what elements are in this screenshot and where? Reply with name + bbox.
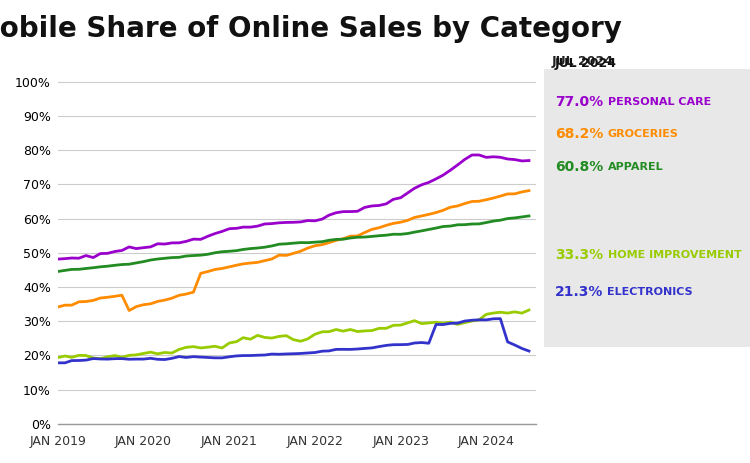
Text: 21.3%: 21.3% <box>555 285 603 299</box>
Title: Mobile Share of Online Sales by Category: Mobile Share of Online Sales by Category <box>0 15 622 43</box>
Text: HOME IMPROVEMENT: HOME IMPROVEMENT <box>608 250 741 260</box>
Text: 77.0%: 77.0% <box>555 95 603 109</box>
Text: GROCERIES: GROCERIES <box>608 129 678 139</box>
Text: 68.2%: 68.2% <box>555 127 603 141</box>
Text: 60.8%: 60.8% <box>555 160 603 174</box>
Text: JUL 2024: JUL 2024 <box>551 55 614 68</box>
Text: JUL 2024: JUL 2024 <box>555 57 617 70</box>
Text: ELECTRONICS: ELECTRONICS <box>608 287 693 297</box>
Text: APPAREL: APPAREL <box>608 162 663 172</box>
Text: PERSONAL CARE: PERSONAL CARE <box>608 97 711 107</box>
Text: 33.3%: 33.3% <box>555 248 603 262</box>
